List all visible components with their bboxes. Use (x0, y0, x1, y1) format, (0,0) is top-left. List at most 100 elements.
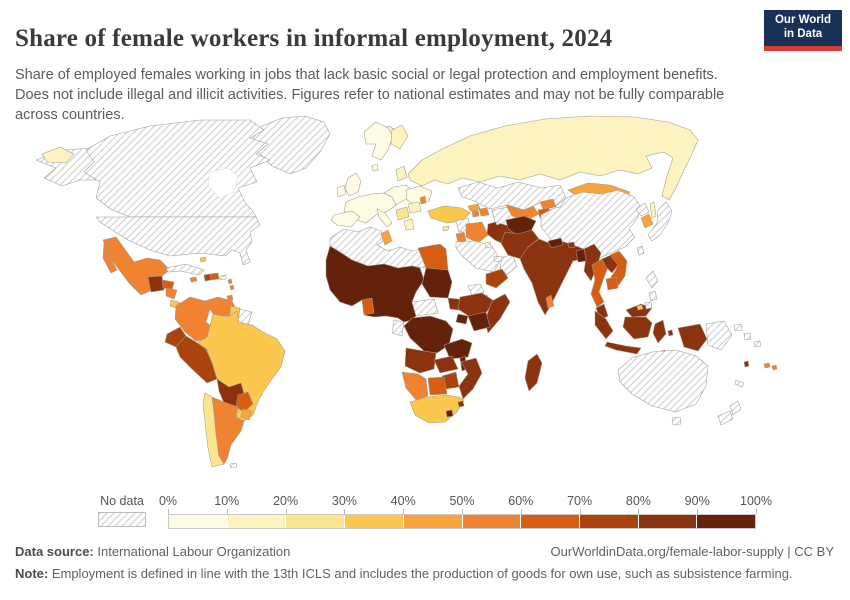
legend-bin-0-10%[interactable] (169, 515, 228, 528)
map-region-sudan[interactable] (421, 267, 453, 299)
map-region-gabon-congo[interactable] (391, 319, 405, 337)
map-region-balkans[interactable] (395, 206, 410, 221)
map-region-china[interactable] (540, 189, 642, 260)
map-region-indonesia-java[interactable] (604, 341, 642, 355)
legend-bin-10-20%[interactable] (227, 515, 287, 528)
map-region-philippines[interactable] (644, 270, 659, 310)
map-region-kyrgyzstan[interactable] (539, 198, 557, 210)
map-region-new-zealand-south[interactable] (717, 410, 734, 426)
map-region-north-korea[interactable] (635, 202, 650, 217)
legend-no-data[interactable]: No data (98, 494, 147, 532)
map-region-jordan[interactable] (455, 231, 467, 243)
map-region-solomon-islands[interactable] (753, 340, 762, 348)
map-region-new-zealand-north[interactable] (729, 400, 742, 416)
map-region-usa[interactable] (95, 216, 261, 266)
map-region-dr-congo[interactable] (403, 315, 454, 354)
map-region-azerbaijan[interactable] (478, 207, 490, 217)
map-region-suriname-french-guiana[interactable] (237, 308, 253, 326)
legend-bin-80-90%[interactable] (638, 515, 698, 528)
map-region-cuba[interactable] (165, 263, 205, 276)
map-region-trinidad[interactable] (226, 294, 234, 302)
map-region-nicaragua[interactable] (165, 287, 178, 300)
legend-bin-90-100%[interactable] (697, 515, 756, 528)
map-region-south-korea[interactable] (640, 213, 654, 229)
map-region-botswana[interactable] (427, 376, 448, 396)
map-region-tunisia[interactable] (380, 229, 393, 246)
map-region-eswatini[interactable] (457, 400, 465, 408)
map-region-kuwait[interactable] (484, 241, 492, 249)
map-region-russia[interactable] (407, 115, 699, 201)
legend-bin-30-40%[interactable] (345, 515, 404, 528)
map-region-vanuatu[interactable] (743, 360, 750, 368)
map-region-iraq[interactable] (465, 221, 489, 244)
map-region-greenland[interactable] (251, 115, 331, 175)
map-region-namibia[interactable] (401, 371, 429, 401)
map-region-uganda[interactable] (455, 313, 469, 325)
map-region-bahamas[interactable] (199, 256, 207, 263)
map-region-ghana[interactable] (361, 297, 375, 316)
map-region-iberia[interactable] (330, 210, 361, 228)
map-region-kazakhstan[interactable] (457, 181, 567, 211)
owid-logo[interactable]: Our World in Data (764, 10, 842, 51)
map-region-indonesia-moluccas[interactable] (667, 329, 674, 337)
map-region-sri-lanka[interactable] (545, 294, 555, 309)
map-region-lesser-antilles[interactable] (227, 278, 235, 291)
map-region-denmark[interactable] (371, 163, 379, 172)
map-region-armenia[interactable] (471, 209, 480, 218)
map-region-puerto-rico[interactable] (219, 274, 227, 281)
map-region-japan[interactable] (647, 201, 673, 242)
map-region-italy[interactable] (376, 208, 393, 228)
map-region-uruguay[interactable] (240, 408, 253, 421)
map-region-united-kingdom[interactable] (344, 172, 362, 197)
map-region-eritrea[interactable] (467, 283, 485, 296)
legend-color-bar[interactable] (168, 514, 756, 529)
map-region-central-african-republic[interactable] (411, 298, 439, 317)
map-region-zambia[interactable] (433, 355, 459, 374)
map-region-indonesia-papua[interactable] (677, 323, 708, 352)
map-region-finland[interactable] (390, 124, 409, 150)
map-region-brazil[interactable] (196, 310, 286, 424)
map-region-cambodia[interactable] (605, 276, 619, 291)
map-region-nepal[interactable] (547, 237, 564, 249)
owid-link[interactable]: OurWorldinData.org/female-labor-supply |… (550, 544, 834, 559)
map-region-greece[interactable] (403, 218, 415, 231)
map-region-fiji[interactable] (763, 362, 778, 371)
map-region-dominican-republic[interactable] (209, 272, 220, 281)
map-region-yemen[interactable] (485, 268, 509, 289)
map-region-argentina[interactable] (211, 396, 245, 465)
map-region-ireland[interactable] (336, 184, 347, 198)
map-region-taiwan[interactable] (636, 245, 645, 256)
legend-bin-40-50%[interactable] (403, 515, 463, 528)
map-region-tasmania[interactable] (671, 416, 682, 426)
map-region-saudi-arabia[interactable] (455, 240, 501, 273)
map-region-brunei[interactable] (636, 304, 644, 311)
map-region-baltics[interactable] (395, 165, 408, 182)
map-region-scandinavia[interactable] (363, 121, 394, 161)
legend-bin-70-80%[interactable] (579, 515, 639, 528)
map-region-kenya[interactable] (467, 311, 491, 332)
map-region-indonesia-sumatra[interactable] (594, 310, 614, 340)
map-region-mozambique[interactable] (458, 357, 483, 400)
map-region-falkland-islands[interactable] (229, 462, 238, 469)
map-region-guatemala[interactable] (147, 275, 165, 293)
legend-bin-20-30%[interactable] (286, 515, 346, 528)
map-region-cyprus[interactable] (442, 225, 450, 232)
map-region-indonesia-sulawesi[interactable] (652, 319, 667, 344)
map-region-romania[interactable] (407, 201, 422, 214)
map-region-peru[interactable] (175, 335, 218, 384)
map-region-india[interactable] (519, 238, 585, 316)
map-region-lesotho[interactable] (445, 409, 454, 418)
map-region-somalia[interactable] (484, 293, 511, 334)
map-region-egypt[interactable] (417, 243, 449, 271)
legend-bin-60-70%[interactable] (521, 515, 580, 528)
map-region-paraguay[interactable] (235, 391, 254, 413)
map-region-australia[interactable] (617, 349, 709, 413)
map-region-canada[interactable] (83, 119, 271, 218)
map-region-new-caledonia[interactable] (734, 379, 745, 388)
map-region-turkey[interactable] (427, 205, 471, 224)
legend-bin-50-60%[interactable] (462, 515, 522, 528)
map-region-indonesia-kalimantan[interactable] (622, 316, 653, 340)
map-region-jamaica[interactable] (189, 276, 198, 283)
map-region-chukotka-wrap[interactable] (41, 146, 75, 164)
map-region-madagascar[interactable] (524, 353, 543, 392)
